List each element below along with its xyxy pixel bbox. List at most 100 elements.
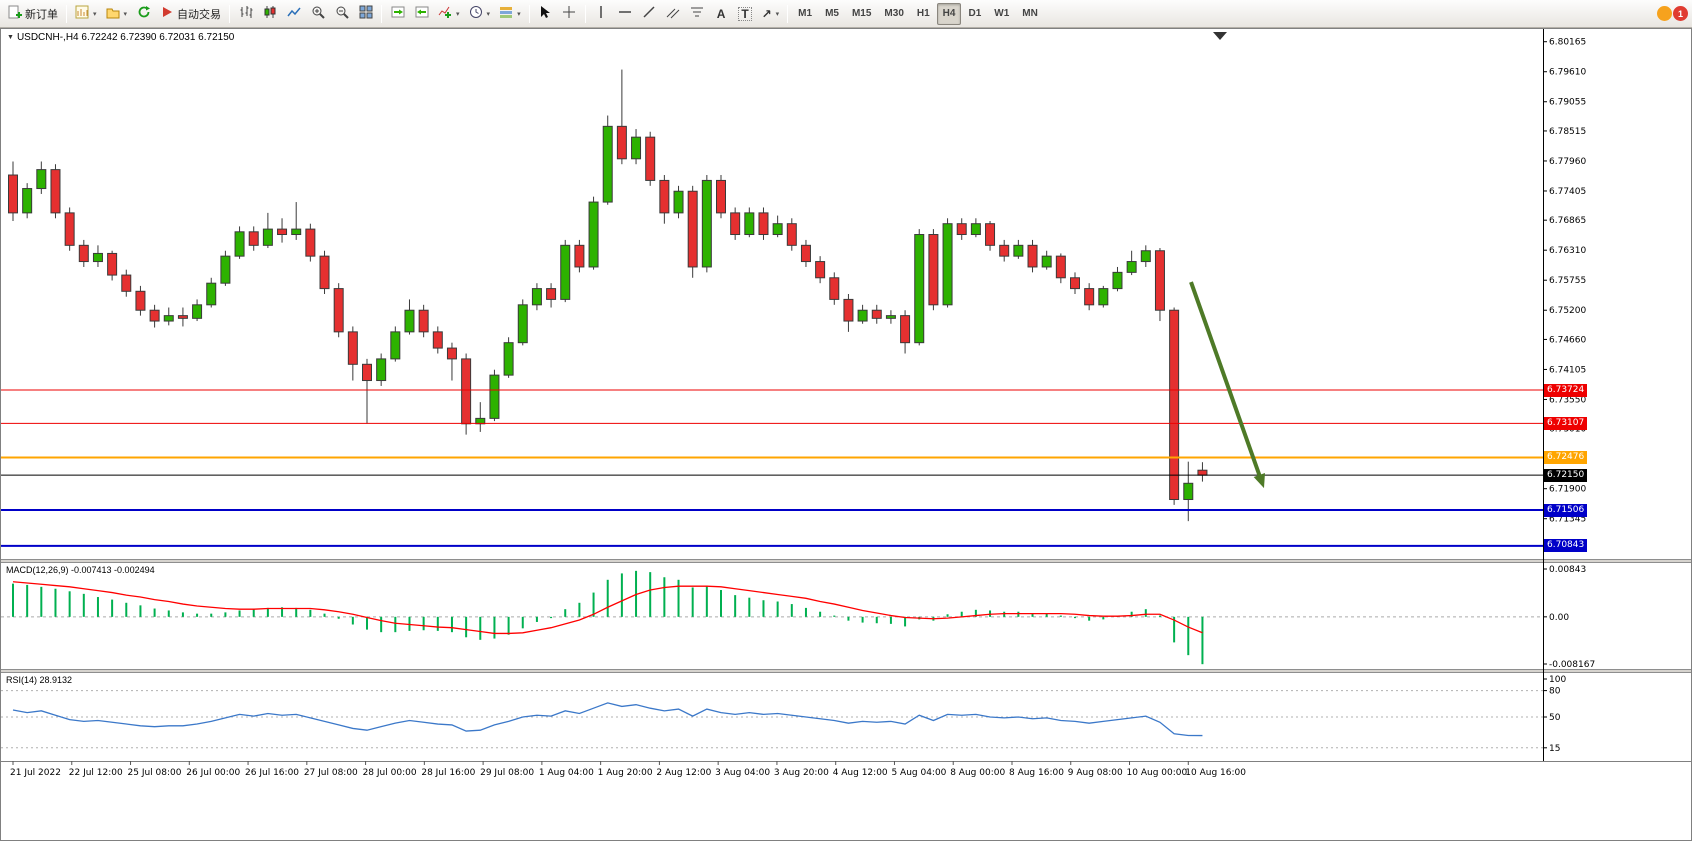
price-line-label-support-1: 6.71506	[1544, 503, 1588, 517]
arrows-button[interactable]: ↗ ▾	[758, 3, 784, 25]
channel-button[interactable]	[662, 3, 685, 25]
svg-text:50: 50	[1549, 713, 1561, 723]
chart-shift-icon	[415, 5, 429, 22]
svg-text:6.79610: 6.79610	[1549, 68, 1586, 78]
separator	[787, 4, 789, 23]
arrow-tool-icon: ↗	[761, 6, 772, 21]
zoom-out-button[interactable]	[330, 3, 353, 25]
svg-text:26 Jul 00:00: 26 Jul 00:00	[186, 768, 240, 778]
svg-text:22 Jul 12:00: 22 Jul 12:00	[69, 768, 123, 778]
svg-text:1 Aug 20:00: 1 Aug 20:00	[598, 768, 653, 778]
ohlc-bars-icon	[239, 5, 253, 22]
svg-text:6.77405: 6.77405	[1549, 187, 1586, 197]
auto-scroll-button[interactable]	[386, 3, 409, 25]
svg-text:3 Aug 20:00: 3 Aug 20:00	[774, 768, 829, 778]
auto-trading-button[interactable]: 自动交易	[156, 3, 225, 25]
refresh-button[interactable]	[132, 3, 155, 25]
crosshair-icon	[562, 5, 576, 22]
timeframe-m30-button[interactable]: M30	[884, 8, 904, 19]
timeframe-m5-button[interactable]: M5	[825, 8, 839, 19]
svg-text:3 Aug 04:00: 3 Aug 04:00	[715, 768, 770, 778]
zoom-out-icon	[335, 5, 349, 22]
chart-legend: ▼ USDCNH-,H4 6.72242 6.72390 6.72031 6.72…	[7, 32, 234, 43]
new-order-icon	[8, 5, 22, 22]
svg-text:28 Jul 00:00: 28 Jul 00:00	[363, 768, 417, 778]
svg-text:27 Jul 08:00: 27 Jul 08:00	[304, 768, 358, 778]
timeframe-h4-button[interactable]: H4	[936, 2, 962, 25]
chart-window: 6.80165 6.79610 6.79055 6.78515 6.77960 6.774…	[0, 28, 1692, 841]
trendline-icon	[642, 5, 656, 22]
crosshair-button[interactable]	[558, 3, 581, 25]
svg-text:6.76865: 6.76865	[1549, 216, 1586, 226]
svg-text:0.00843: 0.00843	[1549, 565, 1586, 575]
line-chart-icon	[286, 5, 301, 22]
svg-text:6.75755: 6.75755	[1549, 276, 1586, 286]
separator	[528, 4, 530, 23]
zoom-in-icon	[311, 5, 325, 22]
horizontal-line-button[interactable]	[614, 3, 637, 25]
svg-text:26 Jul 16:00: 26 Jul 16:00	[245, 768, 299, 778]
label-button[interactable]: T	[734, 3, 757, 25]
cursor-button[interactable]	[534, 3, 557, 25]
fibonacci-button[interactable]	[686, 3, 709, 25]
chevron-down-icon: ▾	[517, 10, 521, 18]
svg-text:9 Aug 08:00: 9 Aug 08:00	[1068, 768, 1123, 778]
svg-text:4 Aug 12:00: 4 Aug 12:00	[833, 768, 888, 778]
timeframe-group: M1 M5 M15 M30 H1 H4 D1 W1 MN	[792, 2, 1044, 25]
chart-canvas[interactable]: 6.80165 6.79610 6.79055 6.78515 6.77960 6.774…	[1, 29, 1692, 841]
templates-button[interactable]: ▾	[495, 3, 525, 25]
indicators-button[interactable]: ▾	[434, 3, 464, 25]
line-chart-button[interactable]	[282, 3, 305, 25]
trendline-button[interactable]	[638, 3, 661, 25]
symbol-ohlc-label: USDCNH-,H4 6.72242 6.72390 6.72031 6.721…	[16, 32, 235, 43]
new-order-button[interactable]: 新订单	[4, 3, 62, 25]
channel-icon	[666, 5, 680, 22]
vertical-line-button[interactable]	[590, 3, 613, 25]
price-line-label-resistance-1: 6.73724	[1544, 383, 1588, 397]
svg-text:6.78515: 6.78515	[1549, 127, 1586, 137]
svg-text:6.71900: 6.71900	[1549, 485, 1586, 495]
timeframe-m1-button[interactable]: M1	[798, 8, 813, 19]
clock-icon	[469, 5, 483, 22]
svg-text:6.74105: 6.74105	[1549, 365, 1586, 375]
svg-text:6.71345: 6.71345	[1549, 515, 1586, 525]
zoom-in-button[interactable]	[306, 3, 329, 25]
text-button[interactable]: A	[710, 3, 733, 25]
svg-text:1 Aug 04:00: 1 Aug 04:00	[539, 768, 594, 778]
tile-windows-button[interactable]	[354, 3, 377, 25]
separator	[584, 4, 586, 23]
price-line-label-resistance-2: 6.73107	[1544, 416, 1588, 430]
timeframe-mn-button[interactable]: MN	[1022, 8, 1038, 19]
timeframe-m15-button[interactable]: M15	[851, 8, 872, 19]
svg-text:8 Aug 16:00: 8 Aug 16:00	[1009, 768, 1064, 778]
timeframe-d1-button[interactable]: D1	[968, 8, 982, 19]
chevron-down-icon: ▾	[486, 10, 491, 18]
profiles-button[interactable]: ▾	[102, 3, 132, 25]
periods-button[interactable]: ▾	[465, 3, 495, 25]
new-chart-button[interactable]: ▾	[71, 3, 101, 25]
price-line-label-pivot: 6.72476	[1544, 451, 1588, 465]
svg-text:80: 80	[1549, 687, 1561, 697]
svg-text:6.73550: 6.73550	[1549, 395, 1586, 405]
svg-text:29 Jul 08:00: 29 Jul 08:00	[480, 768, 534, 778]
bar-chart-button[interactable]	[234, 3, 257, 25]
svg-text:-0.008167: -0.008167	[1549, 660, 1595, 670]
one-click-trading-toggle[interactable]: ▼	[7, 33, 14, 41]
timeframe-h1-button[interactable]: H1	[916, 8, 930, 19]
separator	[381, 4, 383, 23]
alert-badge-red[interactable]: 1	[1673, 6, 1688, 21]
svg-text:5 Aug 04:00: 5 Aug 04:00	[891, 768, 946, 778]
svg-text:6.80165: 6.80165	[1549, 38, 1586, 48]
indicators-icon	[438, 5, 452, 22]
templates-icon	[499, 5, 513, 22]
svg-text:2 Aug 12:00: 2 Aug 12:00	[656, 768, 711, 778]
svg-text:8 Aug 00:00: 8 Aug 00:00	[950, 768, 1005, 778]
label-icon: T	[738, 6, 752, 21]
candlestick-chart-button[interactable]	[258, 3, 281, 25]
timeframe-w1-button[interactable]: W1	[994, 8, 1010, 19]
alert-badge-orange[interactable]	[1657, 6, 1672, 21]
chevron-down-icon: ▾	[123, 10, 128, 18]
chevron-down-icon: ▾	[775, 10, 780, 18]
cursor-icon	[538, 5, 552, 22]
chart-shift-button[interactable]	[410, 3, 433, 25]
